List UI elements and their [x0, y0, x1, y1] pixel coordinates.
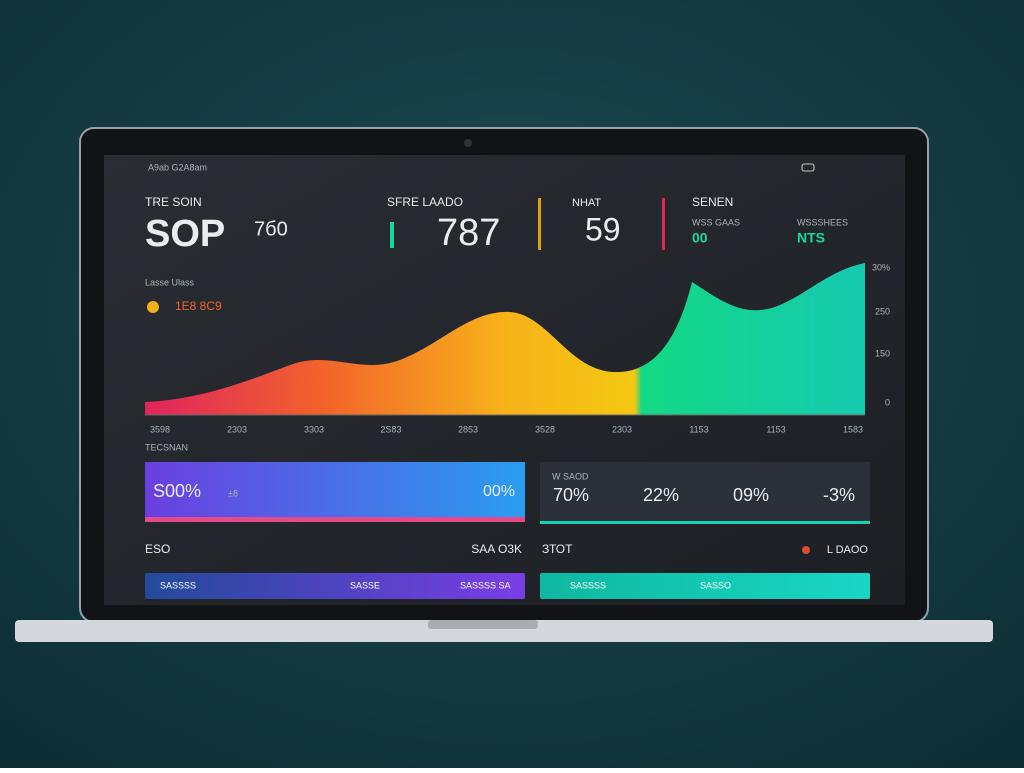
button-label: SASSSS SA: [460, 580, 511, 590]
kpi-item-value: NTS: [797, 230, 825, 246]
x-label: 1153: [689, 424, 708, 434]
divider: [538, 198, 541, 250]
kpi-label: SENEN: [692, 195, 733, 209]
kpi-value: 59: [585, 211, 621, 247]
card-value: S00%: [153, 481, 201, 501]
section-title: TECSNAN: [145, 442, 188, 452]
button-label: SASSSS: [160, 580, 196, 590]
metrics-label: W SAOD: [552, 471, 589, 481]
metric-value: 70%: [553, 485, 589, 505]
gradient-card[interactable]: [145, 462, 525, 520]
kpi-item-label: WSS GAAS: [692, 217, 740, 227]
kpi-sub: 7б0: [254, 218, 288, 240]
kpi-label: SFRE LAADO: [387, 195, 463, 209]
icon[interactable]: [801, 163, 815, 172]
x-label: 1153: [766, 424, 785, 434]
x-label: 1583: [843, 424, 863, 434]
kpi-label: NHAT: [572, 197, 601, 209]
accent: [390, 222, 394, 248]
x-label: 3598: [150, 424, 170, 434]
legend-dot: [147, 301, 159, 313]
row-left: ESO: [145, 542, 170, 556]
metric-value: -3%: [823, 485, 855, 505]
x-label: 2303: [227, 424, 247, 434]
y-label: 150: [875, 348, 890, 358]
legend-label: 1Е8 8С9: [175, 299, 222, 313]
metrics-card[interactable]: [540, 462, 870, 524]
kpi-item-label: WSSSHEES: [797, 217, 848, 227]
button-label: SASSE: [350, 580, 380, 590]
y-label: 250: [875, 306, 890, 316]
chart-title: Lasse Ulass: [145, 277, 195, 287]
x-label: 3303: [304, 424, 324, 434]
x-label: 2853: [458, 424, 478, 434]
card-right: 00%: [483, 483, 515, 500]
row-mid: SAA O3K: [471, 542, 522, 556]
divider: [662, 198, 665, 250]
metric-value: 22%: [643, 485, 679, 505]
kpi-value: 787: [437, 212, 500, 254]
x-label: 2303: [612, 424, 632, 434]
card-sub: ±8: [228, 488, 238, 498]
card-bar: [540, 521, 870, 524]
button[interactable]: [540, 573, 870, 599]
row-right-label: ЗТОТ: [542, 542, 573, 556]
y-label: 0: [885, 397, 890, 407]
card-bar: [145, 517, 525, 522]
camera: [464, 139, 472, 147]
button[interactable]: [145, 573, 525, 599]
x-label: 2S83: [380, 424, 401, 434]
tag-dot: [802, 546, 810, 554]
laptop-base: [15, 620, 993, 642]
kpi-item-value: 00: [692, 230, 708, 246]
app-title: A9ab G2A8am: [148, 162, 207, 172]
metric-value: 09%: [733, 485, 769, 505]
x-label: 3528: [535, 424, 555, 434]
laptop-notch: [428, 620, 538, 629]
kpi-label: TRE SOIN: [145, 195, 202, 209]
button-label: SASSSS: [570, 580, 606, 590]
row-right-tag: L DAOO: [827, 544, 869, 556]
kpi-value: SOP: [145, 213, 225, 255]
y-label: 30%: [872, 262, 890, 272]
button-label: SASSO: [700, 580, 731, 590]
area-chart: [145, 263, 865, 415]
